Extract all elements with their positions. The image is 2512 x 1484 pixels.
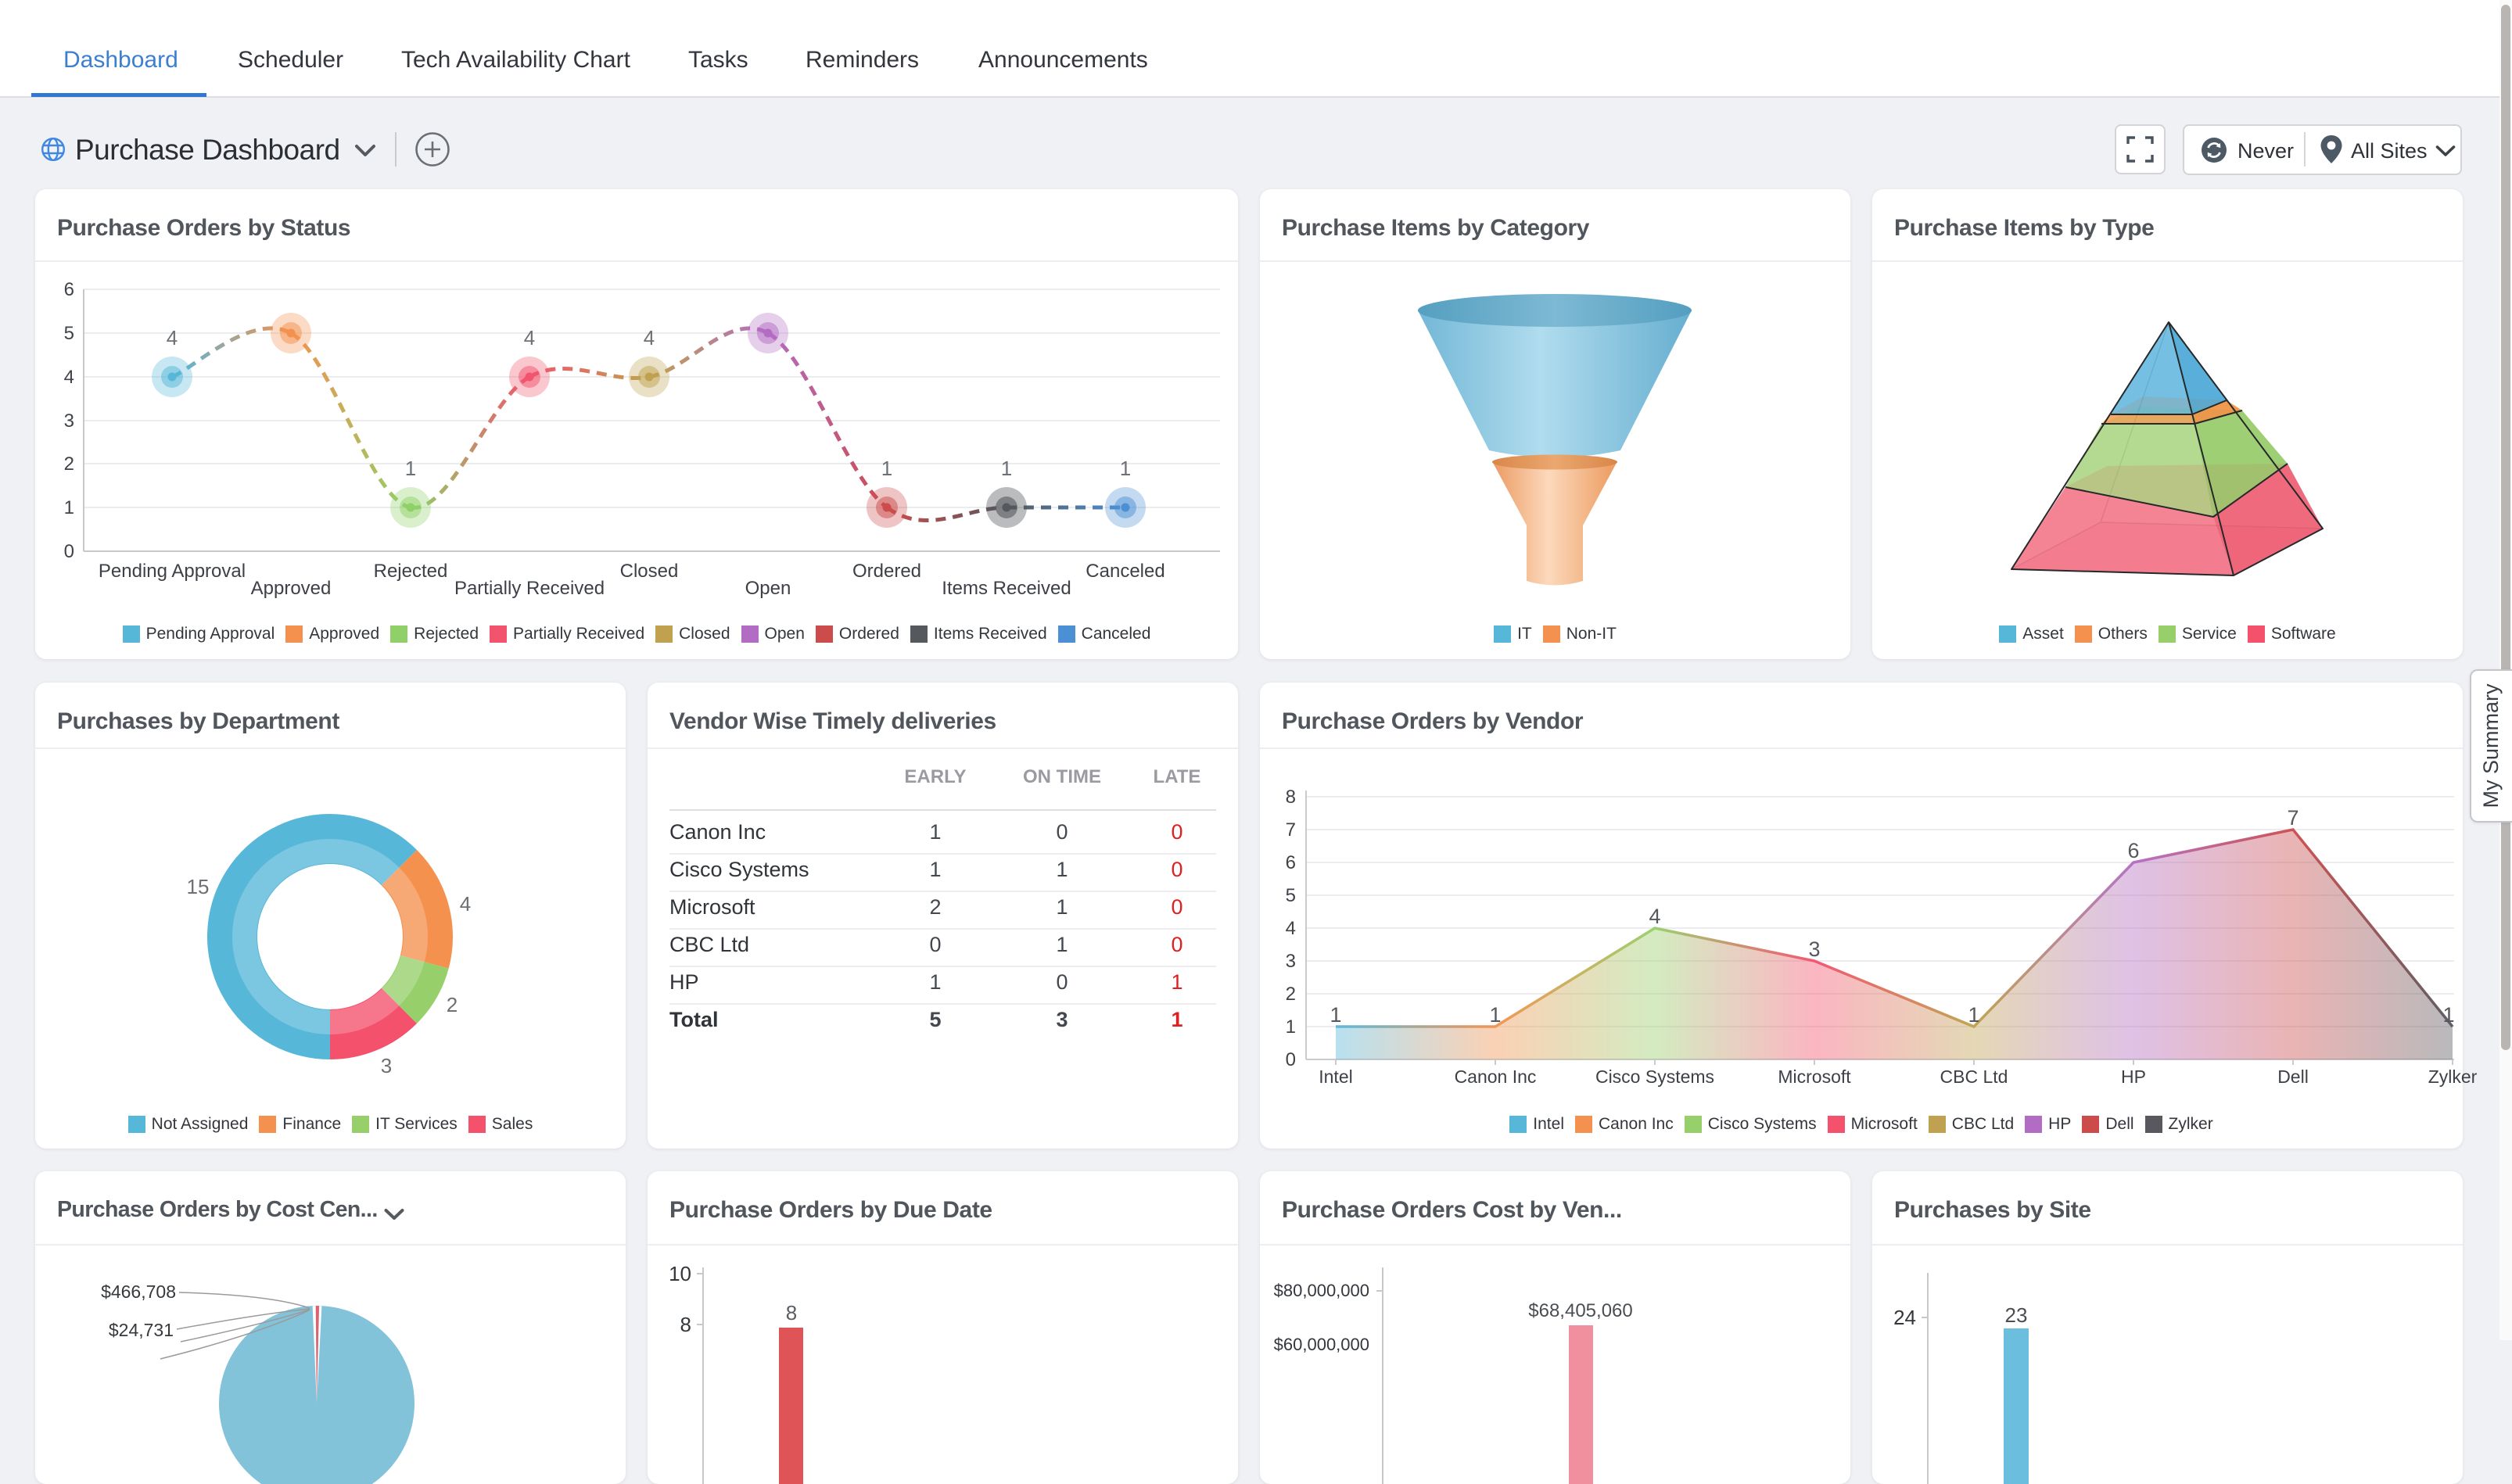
svg-text:Open: Open — [745, 578, 791, 599]
svg-text:2: 2 — [1286, 984, 1296, 1005]
svg-text:Dell: Dell — [2277, 1066, 2309, 1087]
svg-text:8: 8 — [786, 1301, 797, 1324]
svg-text:0: 0 — [1171, 895, 1182, 919]
svg-text:1: 1 — [1171, 1008, 1182, 1031]
svg-text:1: 1 — [405, 457, 416, 480]
svg-text:1: 1 — [1056, 933, 1068, 956]
svg-text:HP: HP — [669, 970, 699, 994]
svg-text:4: 4 — [460, 892, 471, 916]
svg-text:1: 1 — [1968, 1003, 1979, 1027]
svg-text:4: 4 — [1286, 918, 1296, 939]
svg-text:$68,405,060: $68,405,060 — [1528, 1300, 1632, 1321]
svg-text:1: 1 — [1489, 1003, 1501, 1027]
svg-text:1: 1 — [929, 858, 941, 881]
svg-text:Cisco Systems: Cisco Systems — [1595, 1066, 1714, 1087]
svg-text:Canceled: Canceled — [1086, 561, 1164, 582]
svg-text:3: 3 — [1808, 937, 1820, 961]
svg-text:3: 3 — [64, 410, 74, 432]
svg-text:1: 1 — [1056, 895, 1068, 919]
svg-text:Zylker: Zylker — [2428, 1066, 2478, 1087]
svg-text:1: 1 — [929, 820, 941, 844]
svg-text:0: 0 — [1286, 1049, 1296, 1070]
svg-text:3: 3 — [381, 1054, 392, 1077]
svg-text:0: 0 — [1056, 820, 1068, 844]
svg-text:2: 2 — [447, 993, 458, 1016]
svg-text:1: 1 — [1120, 457, 1131, 480]
svg-text:Pending Approval: Pending Approval — [99, 561, 246, 582]
svg-text:2: 2 — [64, 453, 74, 475]
svg-text:1: 1 — [1001, 457, 1012, 480]
svg-text:1: 1 — [929, 970, 941, 994]
svg-text:1: 1 — [64, 497, 74, 518]
svg-text:Canon Inc: Canon Inc — [669, 820, 766, 844]
svg-text:7: 7 — [2287, 806, 2298, 830]
svg-text:5: 5 — [929, 1008, 941, 1031]
svg-text:4: 4 — [167, 326, 178, 349]
svg-text:Closed: Closed — [620, 561, 679, 582]
svg-text:3: 3 — [1286, 951, 1296, 972]
svg-text:CBC Ltd: CBC Ltd — [1940, 1066, 2008, 1087]
svg-text:8: 8 — [1286, 787, 1296, 808]
svg-text:4: 4 — [1649, 905, 1660, 928]
svg-text:0: 0 — [1056, 970, 1068, 994]
svg-text:Canon Inc: Canon Inc — [1455, 1066, 1537, 1087]
svg-text:5: 5 — [1286, 885, 1296, 906]
svg-text:4: 4 — [64, 367, 74, 388]
svg-text:Partially Received: Partially Received — [454, 578, 605, 599]
svg-text:3: 3 — [1056, 1008, 1068, 1031]
svg-text:23: 23 — [2005, 1303, 2028, 1327]
svg-text:1: 1 — [1286, 1016, 1296, 1038]
svg-text:0: 0 — [929, 933, 941, 956]
svg-text:7: 7 — [1286, 819, 1296, 841]
svg-text:$80,000,000: $80,000,000 — [1274, 1281, 1369, 1300]
svg-text:0: 0 — [64, 541, 74, 562]
svg-text:Rejected: Rejected — [374, 561, 448, 582]
svg-text:4: 4 — [524, 326, 535, 349]
svg-text:EARLY: EARLY — [904, 766, 966, 787]
svg-text:15: 15 — [187, 875, 210, 898]
svg-text:10: 10 — [669, 1262, 691, 1285]
svg-text:6: 6 — [2127, 839, 2139, 862]
svg-text:Total: Total — [669, 1008, 719, 1031]
svg-text:HP: HP — [2121, 1066, 2146, 1087]
svg-text:5: 5 — [64, 323, 74, 344]
svg-text:Cisco Systems: Cisco Systems — [669, 858, 809, 881]
svg-text:1: 1 — [881, 457, 892, 480]
svg-text:2: 2 — [929, 895, 941, 919]
svg-text:$466,708: $466,708 — [101, 1281, 176, 1302]
svg-text:6: 6 — [64, 279, 74, 300]
svg-text:4: 4 — [644, 326, 655, 349]
svg-text:$60,000,000: $60,000,000 — [1274, 1335, 1369, 1354]
svg-text:LATE: LATE — [1154, 766, 1201, 787]
svg-text:$24,731: $24,731 — [109, 1320, 174, 1340]
svg-text:24: 24 — [1893, 1306, 1916, 1329]
svg-text:1: 1 — [1171, 970, 1182, 994]
svg-text:6: 6 — [1286, 852, 1296, 873]
svg-text:1: 1 — [2442, 1003, 2454, 1027]
svg-text:Approved: Approved — [251, 578, 332, 599]
svg-text:0: 0 — [1171, 820, 1182, 844]
svg-text:ON TIME: ON TIME — [1023, 766, 1101, 787]
svg-text:Intel: Intel — [1319, 1066, 1352, 1087]
svg-text:Items Received: Items Received — [942, 578, 1071, 599]
svg-text:CBC Ltd: CBC Ltd — [669, 933, 749, 956]
svg-text:8: 8 — [680, 1313, 691, 1336]
svg-text:Ordered: Ordered — [852, 561, 921, 582]
svg-text:1: 1 — [1056, 858, 1068, 881]
svg-text:Microsoft: Microsoft — [1778, 1066, 1851, 1087]
svg-text:Microsoft: Microsoft — [669, 895, 755, 919]
svg-text:0: 0 — [1171, 858, 1182, 881]
svg-text:1: 1 — [1330, 1003, 1341, 1027]
svg-text:0: 0 — [1171, 933, 1182, 956]
